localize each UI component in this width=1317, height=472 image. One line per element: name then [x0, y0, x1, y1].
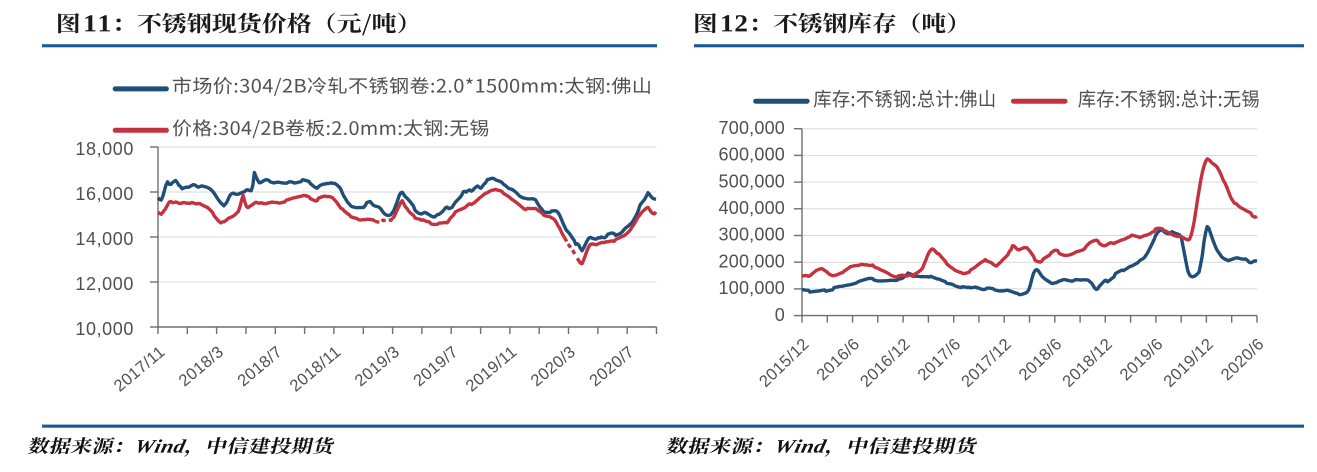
svg-text:200,000: 200,000 — [719, 251, 785, 271]
svg-text:500,000: 500,000 — [719, 171, 785, 191]
svg-text:14,000: 14,000 — [75, 229, 134, 249]
svg-text:400,000: 400,000 — [719, 198, 785, 218]
svg-text:600,000: 600,000 — [719, 145, 785, 165]
svg-text:12,000: 12,000 — [75, 274, 134, 294]
svg-text:700,000: 700,000 — [719, 118, 785, 138]
svg-text:0: 0 — [775, 305, 785, 325]
svg-text:16,000: 16,000 — [75, 184, 134, 204]
svg-text:10,000: 10,000 — [75, 319, 134, 339]
svg-text:300,000: 300,000 — [719, 225, 785, 245]
svg-text:18,000: 18,000 — [75, 139, 134, 159]
svg-text:100,000: 100,000 — [719, 278, 785, 298]
